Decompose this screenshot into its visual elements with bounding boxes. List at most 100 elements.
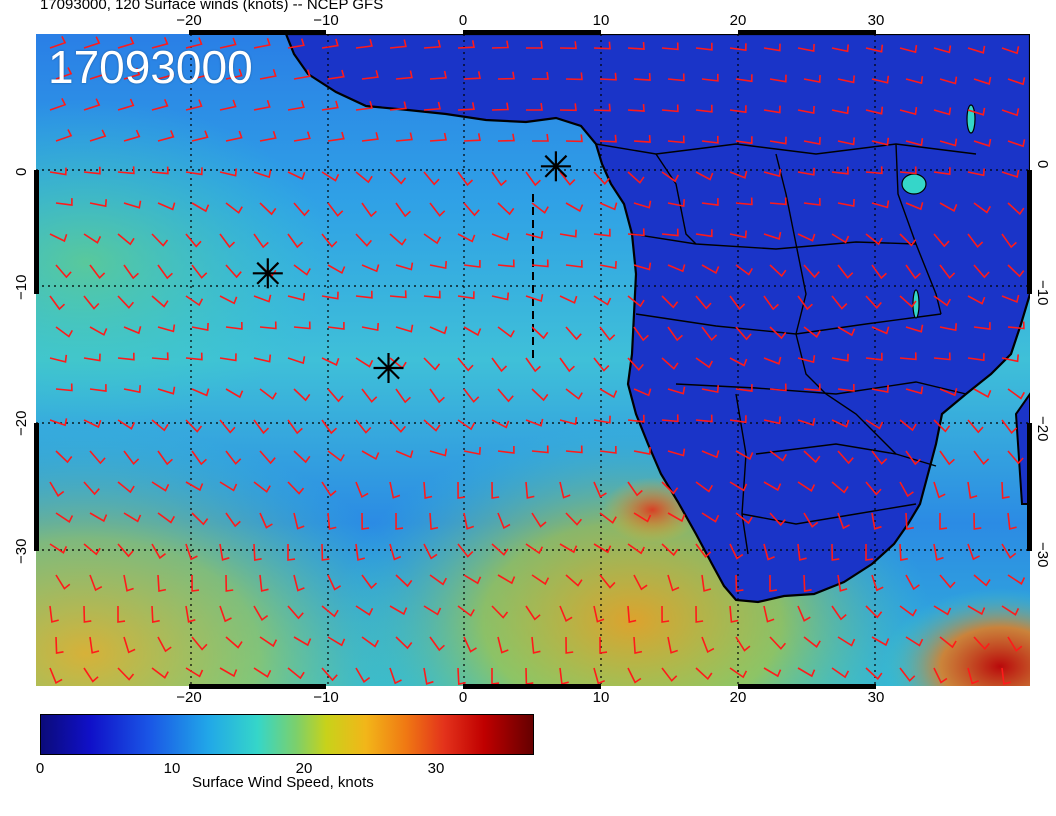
- country-borders: [595, 143, 977, 555]
- wind-barb: [837, 574, 848, 592]
- wind-barb: [973, 76, 992, 85]
- wind-barb: [899, 106, 918, 116]
- wind-barb: [735, 512, 753, 525]
- wind-barb: [117, 606, 126, 623]
- wind-barb: [973, 450, 990, 466]
- wind-barb: [361, 636, 380, 648]
- wind-barb: [293, 450, 311, 464]
- wind-barb: [389, 101, 407, 111]
- wind-barb: [185, 295, 204, 307]
- wind-barb: [321, 100, 339, 111]
- wind-barb: [627, 295, 645, 308]
- wind-barb: [361, 574, 378, 590]
- wind-barb: [219, 481, 238, 492]
- wind-barb: [355, 543, 366, 561]
- wind-barb: [593, 667, 606, 685]
- wind-barb: [661, 42, 679, 51]
- wind-barb: [559, 357, 575, 373]
- wind-barb: [899, 166, 917, 175]
- wind-barb: [89, 67, 107, 80]
- wind-barb: [763, 481, 782, 492]
- wind-barb: [905, 324, 924, 333]
- wind-barb: [49, 543, 68, 554]
- wind-barb: [463, 388, 480, 403]
- wind-barb: [185, 481, 204, 492]
- wind-barb: [157, 636, 172, 653]
- wind-barb: [599, 388, 618, 399]
- wind-barb: [151, 419, 169, 432]
- wind-barb: [627, 42, 645, 50]
- wind-barb: [1007, 202, 1025, 216]
- wind-barb: [157, 386, 176, 395]
- wind-barb: [49, 233, 68, 243]
- wind-barb: [933, 167, 951, 176]
- wind-barb: [599, 574, 616, 589]
- wind-barb: [599, 72, 617, 81]
- wind-barb: [837, 383, 855, 392]
- wind-barb: [599, 261, 617, 269]
- wind-barb: [287, 605, 304, 620]
- wind-barb: [701, 385, 719, 394]
- wind-barb: [219, 295, 238, 305]
- wind-barb: [429, 512, 439, 530]
- frame-tick-bar: [1027, 423, 1032, 551]
- wind-barb: [939, 636, 957, 649]
- wind-barb: [559, 543, 578, 554]
- wind-barb: [973, 512, 982, 530]
- wind-barb: [939, 450, 955, 466]
- wind-barb: [457, 102, 475, 111]
- wind-barb: [395, 512, 404, 530]
- wind-barb: [695, 543, 712, 559]
- wind-barb: [463, 326, 482, 337]
- wind-barb: [967, 168, 985, 177]
- wind-barb: [933, 481, 946, 499]
- wind-barb: [1007, 264, 1025, 278]
- wind-barb: [967, 107, 986, 116]
- wind-barb: [117, 98, 135, 111]
- wind-barb: [491, 543, 509, 556]
- wind-barb: [565, 259, 583, 268]
- wind-barb: [321, 667, 338, 682]
- wind-barb: [429, 261, 447, 270]
- frame-tick-bar: [34, 423, 39, 551]
- wind-barb: [633, 262, 652, 271]
- wind-barb: [531, 388, 549, 402]
- wind-barb: [491, 102, 509, 111]
- wind-barb: [667, 636, 678, 654]
- wind-barb: [661, 605, 670, 623]
- wind-barb: [457, 605, 475, 617]
- wind-barb: [157, 574, 167, 592]
- wind-barb: [355, 605, 374, 616]
- wind-barb: [559, 295, 578, 304]
- wind-barb: [123, 67, 141, 80]
- wind-barb: [491, 481, 500, 499]
- wind-barb: [191, 202, 210, 213]
- wind-barb: [871, 200, 890, 209]
- wind-barb: [633, 388, 652, 397]
- wind-barb: [973, 202, 991, 214]
- wind-barb: [321, 481, 337, 497]
- wind-barb: [735, 326, 752, 341]
- wind-barb: [287, 38, 305, 49]
- wind-barb: [151, 98, 169, 111]
- wind-barb: [933, 45, 952, 54]
- wind-barb: [599, 326, 616, 341]
- wind-barb: [185, 233, 202, 248]
- wind-barb: [151, 543, 166, 560]
- wind-barb: [967, 353, 985, 362]
- wind-barb: [865, 166, 883, 175]
- wind-barb: [191, 68, 209, 80]
- wind-barb: [905, 636, 924, 647]
- wind-barb: [423, 39, 441, 49]
- wind-barb: [871, 574, 884, 592]
- wind-barb: [219, 605, 232, 623]
- wind-barb: [633, 73, 651, 81]
- wind-barb: [729, 415, 747, 424]
- wind-barb: [593, 41, 611, 50]
- wind-barb: [905, 574, 920, 591]
- wind-barb: [939, 264, 956, 280]
- wind-barb: [1001, 233, 1017, 249]
- wind-barb: [293, 264, 311, 276]
- wind-barb: [831, 419, 850, 428]
- wind-barb: [497, 574, 516, 585]
